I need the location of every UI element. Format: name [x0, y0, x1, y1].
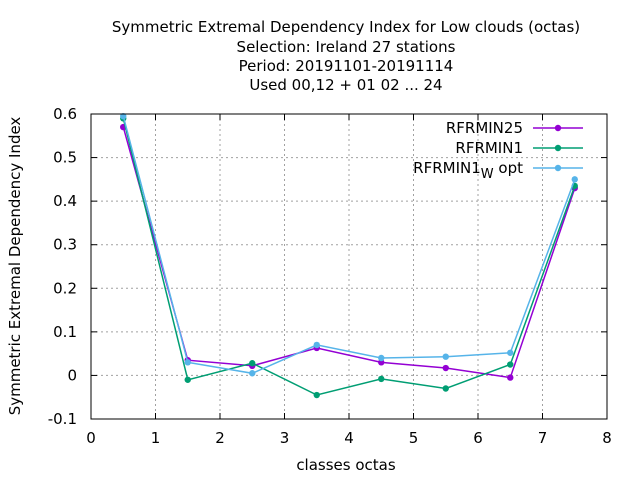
x-tick-label: 1: [151, 429, 161, 447]
x-tick-label: 8: [602, 429, 612, 447]
title-line-4: Used 00,12 + 01 02 ... 24: [249, 76, 442, 94]
x-tick-label: 6: [473, 429, 483, 447]
y-axis-ticks: -0.1 0 0.1 0.2 0.3 0.4 0.5 0.6: [48, 105, 607, 428]
legend-label-subscript: W: [481, 167, 494, 182]
series-3: [120, 112, 578, 377]
data-point: [249, 370, 256, 377]
legend-entry-3: RFRMIN1W opt: [413, 159, 583, 182]
x-tick-label: 4: [344, 429, 354, 447]
series-line: [122, 118, 576, 396]
data-point: [313, 391, 320, 399]
legend-label: RFRMIN1: [455, 139, 523, 157]
grid: [91, 114, 607, 419]
y-tick-label: 0.5: [53, 149, 77, 167]
data-point: [249, 360, 256, 367]
x-axis-ticks: 0 1 2 3 4 5 6 7 8: [86, 114, 612, 447]
y-tick-label: 0.3: [53, 236, 77, 254]
chart-title: Symmetric Extremal Dependency Index for …: [112, 18, 580, 94]
title-line-3: Period: 20191101-20191114: [239, 57, 454, 75]
data-point: [184, 359, 191, 366]
y-tick-label: 0.6: [53, 105, 77, 123]
series-2: [120, 115, 578, 399]
legend: RFRMIN25 RFRMIN1 RFRMIN1W opt: [413, 119, 583, 182]
y-tick-label: 0.4: [53, 192, 77, 210]
series-line: [122, 116, 576, 375]
data-point: [507, 361, 514, 368]
title-line-1: Symmetric Extremal Dependency Index for …: [112, 18, 580, 36]
data-point: [507, 374, 514, 381]
plot-border: [90, 113, 608, 420]
data-point: [442, 353, 449, 360]
y-tick-label: 0: [67, 366, 77, 384]
y-axis-label: Symmetric Extremal Dependency Index: [6, 117, 24, 416]
data-point: [120, 112, 127, 120]
x-tick-label: 2: [215, 429, 225, 447]
legend-swatch-point: [554, 124, 562, 132]
series-layer: [120, 112, 578, 399]
legend-label: RFRMIN25: [446, 119, 523, 137]
data-point: [571, 176, 578, 183]
data-point: [507, 349, 514, 356]
data-point: [378, 354, 385, 362]
x-tick-label: 3: [280, 429, 290, 447]
data-point: [313, 341, 320, 349]
title-line-2: Selection: Ireland 27 stations: [237, 38, 456, 56]
data-point: [442, 364, 449, 372]
legend-label: RFRMIN1W opt: [413, 159, 523, 182]
data-point: [442, 385, 449, 392]
y-tick-label: -0.1: [48, 410, 77, 428]
data-point: [184, 376, 191, 383]
x-axis-label: classes octas: [296, 456, 396, 474]
data-point: [378, 375, 385, 383]
legend-swatch-point: [554, 144, 562, 152]
legend-label-suffix: opt: [494, 159, 523, 177]
x-tick-label: 0: [86, 429, 96, 447]
x-tick-label: 7: [538, 429, 548, 447]
x-tick-label: 5: [409, 429, 419, 447]
series-line: [122, 126, 576, 379]
legend-entry-2: RFRMIN1: [455, 139, 583, 157]
legend-entry-1: RFRMIN25: [446, 119, 583, 137]
y-tick-label: 0.1: [53, 323, 77, 341]
y-tick-label: 0.2: [53, 279, 77, 297]
legend-swatch-point: [554, 164, 562, 172]
